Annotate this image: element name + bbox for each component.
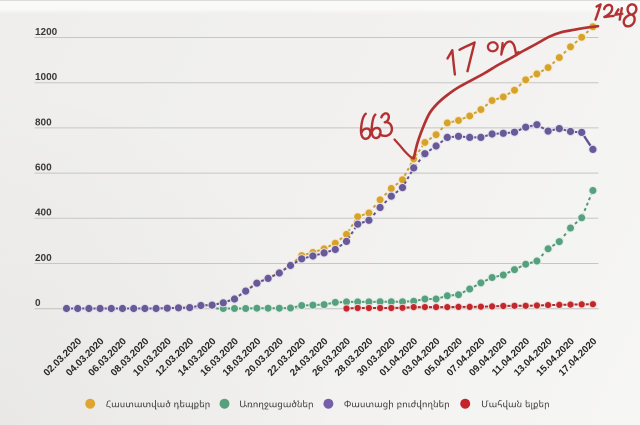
svg-text:800: 800 <box>35 117 52 128</box>
svg-text:1000: 1000 <box>35 72 58 83</box>
svg-text:0: 0 <box>35 298 41 309</box>
svg-text:400: 400 <box>35 208 52 219</box>
svg-text:600: 600 <box>35 163 52 174</box>
svg-text:200: 200 <box>35 253 52 264</box>
svg-text:1200: 1200 <box>35 27 58 38</box>
